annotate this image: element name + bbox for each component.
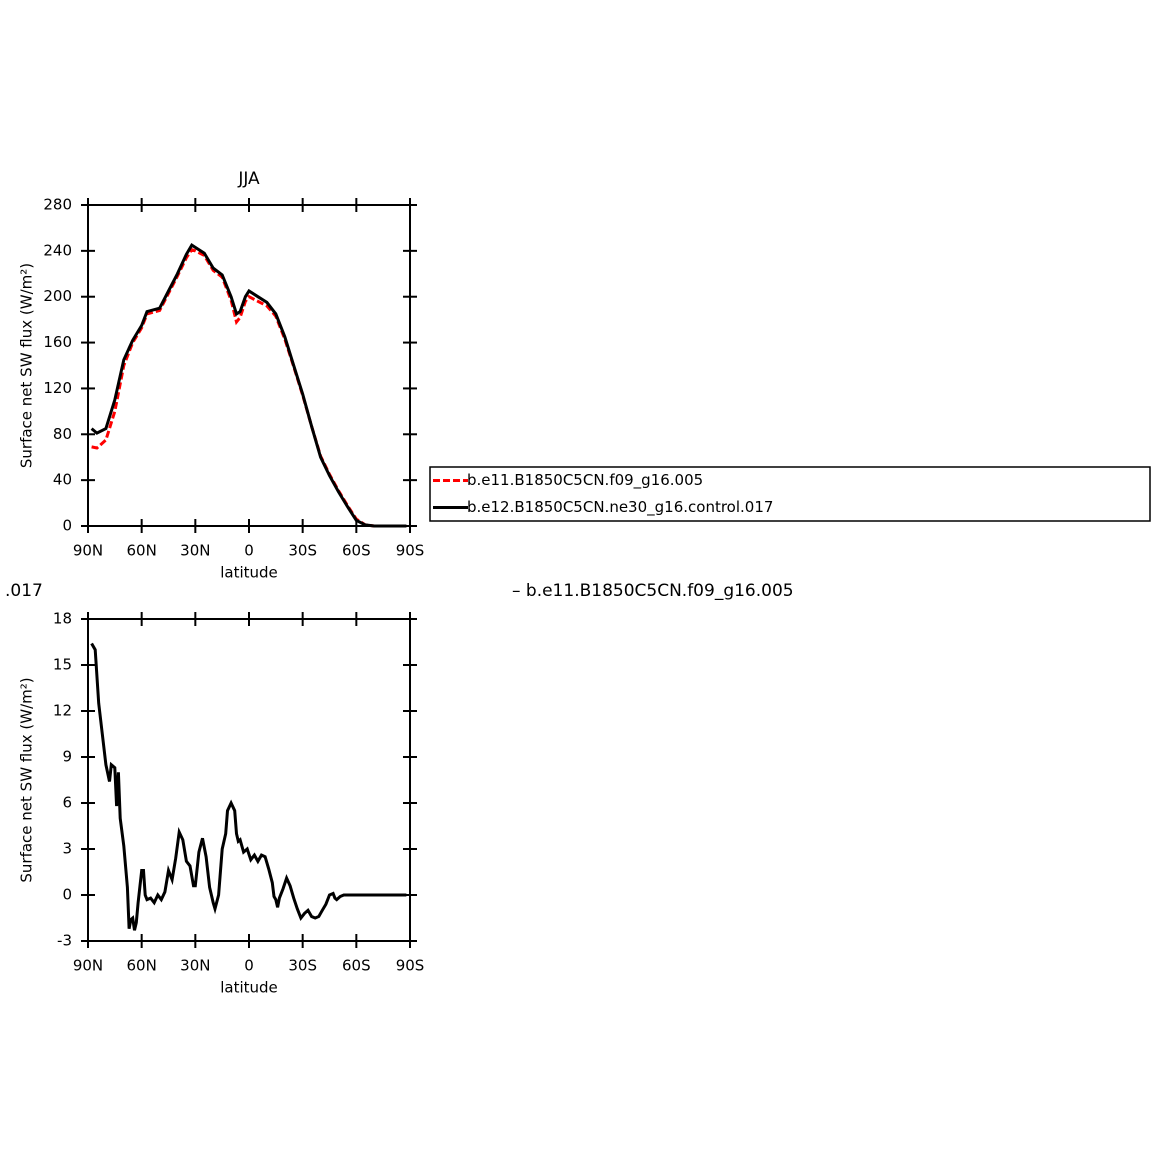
x-tick-label: 30N	[180, 542, 210, 560]
x-tick-label: 90S	[396, 542, 425, 560]
x-tick-label: 90S	[396, 957, 425, 975]
data-line	[90, 242, 407, 528]
y-tick-label: 160	[43, 333, 72, 351]
y-tick-label: 9	[62, 748, 72, 766]
y-tick-label: 0	[62, 517, 72, 535]
x-tick-label: 90N	[73, 542, 103, 560]
data-line	[91, 247, 407, 528]
chart-title: JJA	[237, 169, 260, 189]
legend-label: b.e11.B1850C5CN.f09_g16.005	[467, 471, 703, 490]
y-tick-label: 18	[53, 610, 72, 628]
x-axis-label: latitude	[220, 979, 278, 997]
y-axis-label: Surface net SW flux (W/m²)	[18, 263, 36, 468]
legend-label: b.e12.B1850C5CN.ne30_g16.control.017	[467, 498, 773, 517]
y-tick-label: 6	[62, 794, 72, 812]
x-tick-label: 30S	[288, 542, 317, 560]
plot-frame	[87, 204, 411, 527]
y-tick-label: 280	[43, 196, 72, 214]
annotation: .017	[5, 581, 43, 601]
x-axis-label: latitude	[220, 564, 278, 582]
y-tick-label: 40	[53, 471, 72, 489]
x-tick-label: 0	[244, 542, 254, 560]
x-tick-label: 30S	[288, 957, 317, 975]
x-tick-label: 60N	[127, 542, 157, 560]
y-tick-label: 240	[43, 241, 72, 259]
y-tick-label: 120	[43, 379, 72, 397]
y-tick-label: 15	[53, 656, 72, 674]
plot-frame	[87, 618, 411, 942]
legend-box	[429, 466, 1151, 522]
x-tick-label: 60S	[342, 542, 371, 560]
x-tick-label: 0	[244, 957, 254, 975]
x-tick-label: 60S	[342, 957, 371, 975]
x-tick-label: 90N	[73, 957, 103, 975]
x-tick-label: 30N	[180, 957, 210, 975]
y-tick-label: 0	[62, 886, 72, 904]
data-line	[90, 642, 407, 931]
annotation: – b.e11.B1850C5CN.f09_g16.005	[512, 581, 794, 601]
x-tick-label: 60N	[127, 957, 157, 975]
y-tick-label: -3	[57, 932, 72, 950]
y-tick-label: 3	[62, 840, 72, 858]
y-tick-label: 80	[53, 425, 72, 443]
y-tick-label: 200	[43, 287, 72, 305]
y-tick-label: 12	[53, 702, 72, 720]
y-axis-label: Surface net SW flux (W/m²)	[18, 677, 36, 882]
